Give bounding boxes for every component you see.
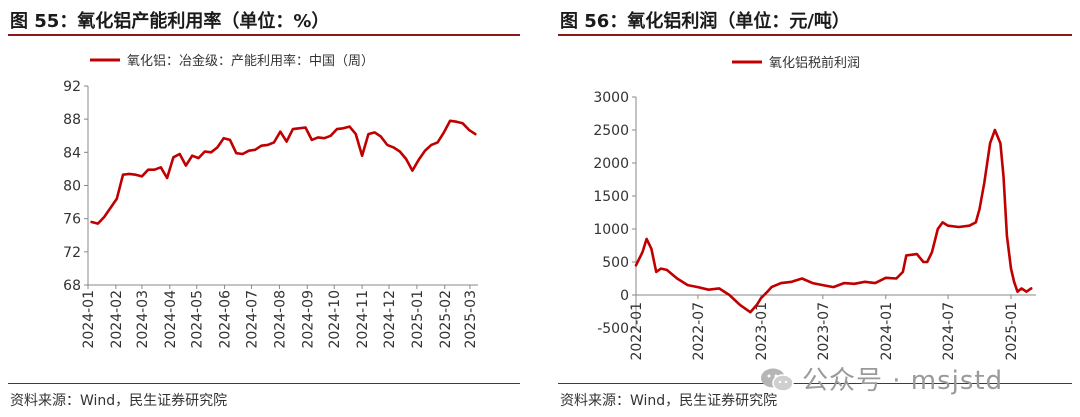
left-chart-x-tick-label: 2024-07 bbox=[245, 290, 261, 349]
right-chart-y-tick-label: 1000 bbox=[593, 222, 629, 238]
right-chart-series-line bbox=[634, 128, 1033, 314]
left-chart-y-tick-label: 88 bbox=[63, 112, 81, 128]
right-chart-legend-label: 氧化铝税前利润 bbox=[769, 55, 860, 71]
right-chart-y-tick-label: 3000 bbox=[593, 90, 629, 106]
left-chart-x-tick-label: 2024-05 bbox=[190, 290, 206, 349]
left-chart-x-tick-label: 2024-08 bbox=[272, 290, 288, 349]
left-title-rule bbox=[8, 34, 520, 36]
right-chart-title: 图 56：氧化铝利润（单位：元/吨） bbox=[560, 11, 850, 32]
right-chart-y-tick-label: 1500 bbox=[593, 189, 629, 205]
left-chart-x-tick-label: 2024-02 bbox=[109, 290, 125, 349]
right-title-rule bbox=[558, 34, 1072, 36]
left-chart-x-tick-label: 2024-10 bbox=[327, 290, 343, 349]
left-chart-legend-label: 氧化铝：冶金级：产能利用率：中国（周） bbox=[127, 53, 374, 69]
left-chart-y-tick-label: 72 bbox=[63, 245, 81, 261]
left-panel: 图 55：氧化铝产能利用率（单位：%） 68 72 76 80 84 88 92 2024-0… bbox=[0, 0, 528, 417]
right-source-note: 资料来源：Wind，民生证券研究院 bbox=[560, 393, 778, 409]
right-chart-x-tick-label: 2022-07 bbox=[691, 302, 707, 361]
left-chart-svg: 68 72 76 80 84 88 92 2024-01 2024-02 2024-03 2024-… bbox=[63, 53, 479, 349]
left-chart-y-tick-label: 84 bbox=[63, 145, 81, 161]
right-chart-x-tick-label: 2024-07 bbox=[941, 302, 957, 361]
left-chart-x-tick-label: 2024-12 bbox=[382, 290, 398, 349]
right-panel: 图 56：氧化铝利润（单位：元/吨） -500 0 500 1000 1500 2000 2… bbox=[550, 0, 1080, 417]
left-chart-y-tick-label: 92 bbox=[63, 79, 81, 95]
left-chart-series-line bbox=[90, 119, 477, 225]
right-chart-x-tick-label: 2025-01 bbox=[1004, 302, 1020, 361]
right-chart-y-tick-label: -500 bbox=[597, 321, 629, 337]
wechat-icon bbox=[761, 368, 794, 392]
right-chart-y-tick-label: 2500 bbox=[593, 123, 629, 139]
left-source-note: 资料来源：Wind，民生证券研究院 bbox=[10, 393, 228, 409]
watermark: 公众号 · msjstd bbox=[760, 360, 1003, 397]
left-chart-x-tick-label: 2024-11 bbox=[355, 290, 371, 349]
left-chart-x-tick-label: 2025-03 bbox=[463, 290, 479, 349]
left-chart-x-tick-label: 2025-02 bbox=[438, 290, 454, 349]
right-source-rule bbox=[558, 383, 1072, 384]
left-chart-x-tick-label: 2024-04 bbox=[163, 290, 179, 349]
left-chart-y-tick-label: 80 bbox=[63, 179, 81, 195]
left-chart-y-tick-label: 68 bbox=[63, 278, 81, 294]
left-chart-title: 图 55：氧化铝产能利用率（单位：%） bbox=[10, 11, 330, 32]
left-chart-x-tick-label: 2024-03 bbox=[135, 290, 151, 349]
right-chart-x-tick-label: 2023-07 bbox=[816, 302, 832, 361]
left-chart-x-tick-label: 2024-01 bbox=[81, 290, 97, 349]
right-chart-svg: -500 0 500 1000 1500 2000 2500 3000 2022-01 2022-… bbox=[593, 55, 1036, 361]
right-chart-x-tick-label: 2024-01 bbox=[879, 302, 895, 361]
watermark-text: 公众号 · msjstd bbox=[802, 366, 1004, 396]
left-chart-x-tick-label: 2024-06 bbox=[218, 290, 234, 349]
right-chart-y-tick-label: 0 bbox=[620, 288, 629, 304]
left-source-rule bbox=[8, 383, 520, 384]
left-chart-x-tick-label: 2024-09 bbox=[300, 290, 316, 349]
left-chart-y-tick-label: 76 bbox=[63, 212, 81, 228]
left-chart-x-tick-label: 2025-01 bbox=[410, 290, 426, 349]
right-chart-x-tick-label: 2022-01 bbox=[629, 302, 645, 361]
right-chart-y-tick-label: 500 bbox=[602, 255, 629, 271]
right-chart-y-tick-label: 2000 bbox=[593, 156, 629, 172]
right-chart-x-tick-label: 2023-01 bbox=[754, 302, 770, 361]
